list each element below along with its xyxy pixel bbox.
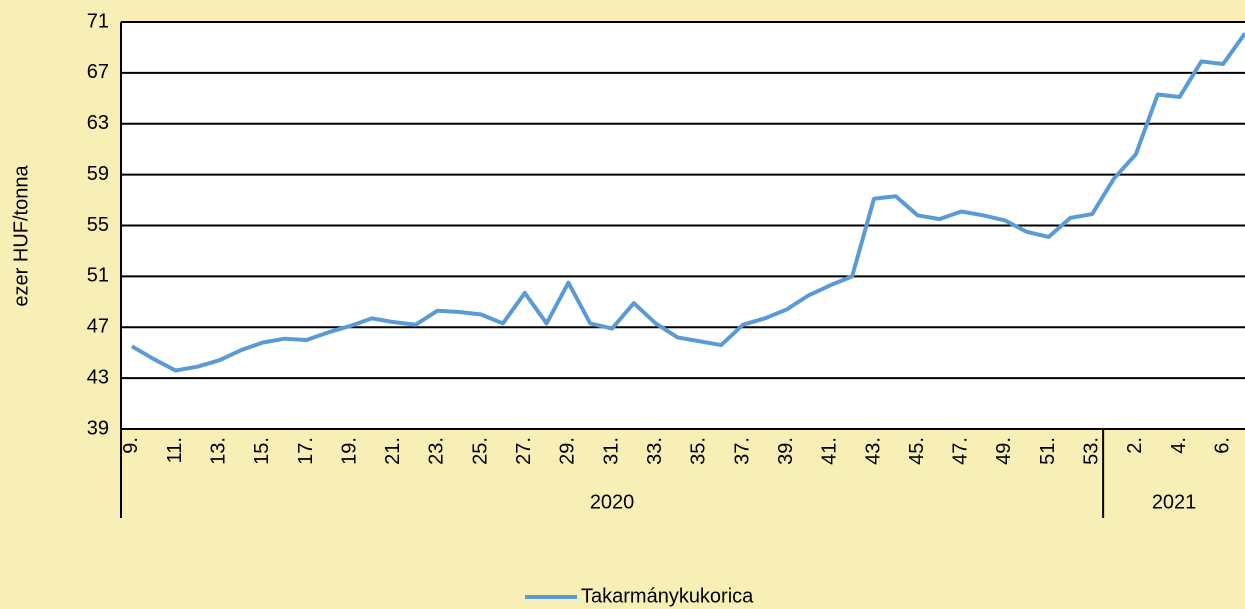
y-tick-label: 71 [87,10,109,32]
x-tick-label: 11. [164,437,186,463]
x-tick-label: 4. [1168,437,1190,454]
x-tick-label: 23. [426,437,448,465]
x-tick-label: 43. [862,437,884,465]
x-tick-label: 17. [295,437,317,465]
y-tick-label: 39 [87,417,109,439]
y-tick-label: 63 [87,112,109,134]
y-tick-label: 51 [87,265,109,287]
x-tick-label: 53. [1081,437,1103,465]
legend-label: Takarmánykukorica [581,585,754,607]
x-tick-label: 45. [906,437,928,465]
x-tick-label: 15. [251,437,273,465]
x-tick-label: 9. [120,437,142,454]
x-tick-label: 35. [688,437,710,465]
x-tick-label: 6. [1211,437,1233,454]
x-tick-label: 13. [207,437,229,465]
x-tick-label: 39. [775,437,797,465]
y-axis-label: ezer HUF/tonna [10,165,32,307]
y-tick-label: 55 [87,214,109,236]
x-tick-label: 21. [382,437,404,465]
x-tick-label: 49. [993,437,1015,465]
x-tick-label: 31. [600,437,622,465]
group-label: 2021 [1152,491,1197,513]
x-tick-label: 2. [1124,437,1146,454]
x-tick-label: 41. [819,437,841,465]
x-tick-label: 29. [557,437,579,465]
group-label: 2020 [590,491,635,513]
x-tick-label: 27. [513,437,535,465]
y-tick-label: 43 [87,366,109,388]
x-tick-label: 19. [338,437,360,465]
x-tick-label: 37. [731,437,753,465]
x-tick-label: 51. [1037,437,1059,465]
y-tick-label: 47 [87,316,109,338]
y-tick-label: 67 [87,61,109,83]
line-series [130,32,1245,373]
x-tick-label: 25. [469,437,491,465]
x-tick-label: 33. [644,437,666,465]
x-tick-label: 47. [950,437,972,465]
y-tick-label: 59 [87,163,109,185]
